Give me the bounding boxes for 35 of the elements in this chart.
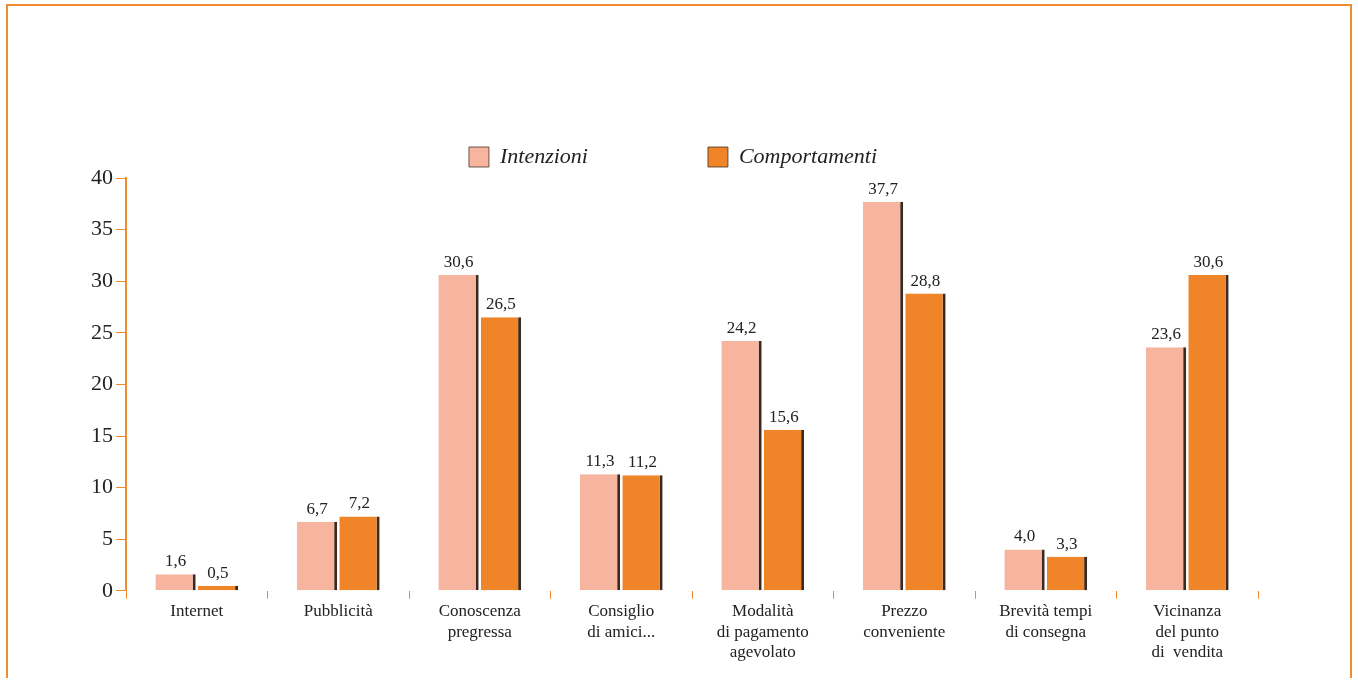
y-tick-label: 15 [91,421,113,447]
x-tick-label: Conoscenza pregressa [438,601,522,641]
data-label: 11,3 [585,451,615,471]
x-tick-label: Prezzo conveniente [863,601,946,641]
data-label: 7,2 [348,493,371,513]
data-label: 37,7 [868,178,899,198]
y-tick-label: 0 [102,576,113,602]
y-tick-label: 30 [91,266,113,292]
data-label: 6,7 [306,498,329,518]
data-label: 3,3 [1056,533,1078,553]
y-tick-label: 40 [91,163,113,189]
y-tick-label: 5 [102,524,113,550]
data-label: 1,6 [164,551,187,571]
x-tick-label: Consiglio di amici... [587,601,656,641]
x-tick-label: Internet [170,601,224,621]
data-label: 15,6 [769,406,799,426]
x-tick-label: Modalità di pagamento agevolato [716,601,809,662]
y-tick-label: 10 [91,473,113,499]
y-tick-label: 20 [91,370,113,396]
data-label: 30,6 [443,251,474,271]
x-tick-label: Pubblicità [303,601,374,621]
data-label: 11,2 [627,452,658,472]
data-label: 30,6 [1193,251,1224,271]
data-label: 28,8 [910,270,941,290]
legend-label: Comportamenti [738,142,878,168]
data-label: 4,0 [1013,526,1036,546]
y-tick-label: 25 [91,318,113,344]
data-label: 0,5 [207,562,229,582]
data-label: 23,6 [1151,324,1181,344]
y-tick-label: 35 [91,215,113,241]
x-tick-label: Brevità tempi di consegna [999,601,1093,641]
data-label: 26,5 [486,294,516,314]
legend-label: Intenzioni [498,142,588,168]
data-label: 24,2 [726,318,757,338]
x-tick-label: Vicinanza del punto di vendita [1151,601,1224,662]
